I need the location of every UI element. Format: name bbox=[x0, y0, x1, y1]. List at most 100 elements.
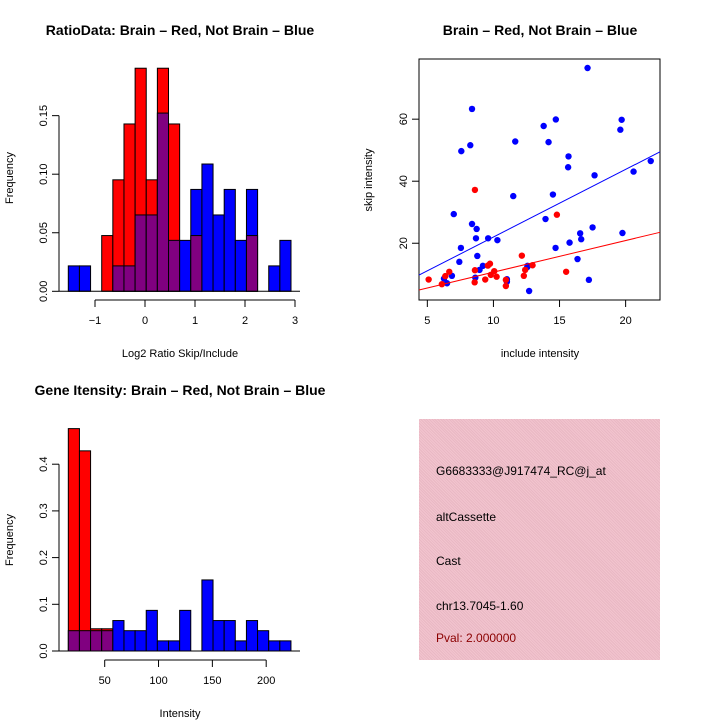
scatter-x-tick-label: 20 bbox=[620, 315, 632, 327]
scatter-point-not-brain bbox=[630, 168, 637, 175]
intensity-hist-bar-not-brain bbox=[145, 609, 158, 652]
scatter-ylabel: skip intensity bbox=[363, 148, 375, 211]
ratio-hist-bar-not-brain bbox=[223, 188, 236, 292]
scatter-point-brain bbox=[520, 272, 528, 280]
ratio-hist-xlabel: Log2 Ratio Skip/Include bbox=[122, 348, 238, 360]
intensity-hist-bar-not-brain bbox=[223, 620, 236, 652]
scatter-point-not-brain bbox=[510, 192, 517, 200]
scatter-point-not-brain bbox=[468, 105, 476, 113]
scatter-y-tick-label: 60 bbox=[398, 113, 410, 125]
scatter-point-not-brain bbox=[578, 236, 585, 243]
probe-id: G6683333@J917474_RC@j_at bbox=[436, 464, 606, 478]
ratio-hist-bar-overlap bbox=[245, 235, 259, 292]
ratio-hist-bar-overlap bbox=[156, 112, 170, 292]
scatter-point-brain bbox=[446, 268, 453, 275]
scatter-point-brain bbox=[518, 252, 526, 259]
scatter-point-not-brain bbox=[574, 255, 581, 263]
intensity-hist-bar-brain bbox=[67, 428, 80, 652]
event-class: Cast bbox=[436, 554, 461, 568]
scatter-plot-box bbox=[418, 58, 661, 301]
intensity-hist-bar-overlap bbox=[101, 630, 114, 652]
intensity-hist-xlabel: Intensity bbox=[160, 708, 201, 720]
scatter-point-not-brain bbox=[618, 116, 625, 123]
intensity-hist-y-tick-label: 0.3 bbox=[38, 503, 50, 518]
intensity-hist-bar-not-brain bbox=[112, 620, 125, 652]
intensity-hist-bar-not-brain bbox=[179, 609, 192, 652]
intensity-hist-ylabel: Frequency bbox=[4, 514, 16, 566]
scatter-title: Brain – Red, Not Brain – Blue bbox=[443, 22, 638, 38]
scatter-point-brain bbox=[493, 273, 500, 280]
scatter-point-not-brain bbox=[450, 210, 457, 218]
scatter-point-not-brain bbox=[456, 258, 463, 266]
intensity-hist-bar-not-brain bbox=[201, 579, 214, 652]
scatter-point-not-brain bbox=[576, 230, 584, 237]
scatter-x-tick-label: 5 bbox=[424, 315, 430, 327]
ratio-hist-bar-overlap bbox=[190, 235, 203, 292]
event-type: altCassette bbox=[436, 510, 497, 524]
scatter-point-not-brain bbox=[545, 138, 552, 146]
scatter-point-not-brain bbox=[468, 220, 476, 228]
intensity-hist-bar-not-brain bbox=[257, 630, 270, 652]
regression-line-brain bbox=[418, 231, 661, 291]
ratio-hist-x-tick-label: 1 bbox=[192, 315, 198, 327]
ratio-hist-y-tick-label: 0.10 bbox=[38, 163, 50, 184]
scatter-point-brain bbox=[484, 262, 492, 269]
intensity-hist-x-tick-label: 100 bbox=[149, 675, 167, 687]
scatter-point-not-brain bbox=[566, 239, 573, 246]
intensity-hist-bar-not-brain bbox=[156, 640, 169, 652]
scatter-point-not-brain bbox=[549, 191, 557, 198]
ratio-hist-title: RatioData: Brain – Red, Not Brain – Blue bbox=[46, 22, 315, 38]
ratio-hist-bar-overlap bbox=[134, 214, 147, 292]
scatter-x-tick-label: 15 bbox=[553, 315, 565, 327]
scatter-point-brain bbox=[502, 276, 510, 284]
scatter-point-brain bbox=[471, 186, 479, 194]
ratio-hist-bar-overlap bbox=[168, 239, 181, 292]
intensity-hist-bar-not-brain bbox=[268, 640, 281, 652]
scatter-point-not-brain bbox=[564, 164, 572, 171]
info-panel: G6683333@J917474_RC@j_at altCassette Cas… bbox=[419, 419, 660, 660]
scatter-point-not-brain bbox=[565, 153, 572, 160]
ratio-hist-x-tick-label: 3 bbox=[292, 315, 298, 327]
scatter-point-brain bbox=[562, 268, 570, 275]
intensity-hist-y-tick-label: 0.4 bbox=[38, 457, 50, 472]
ratio-hist-bar-overlap bbox=[112, 265, 125, 292]
ratio-hist-y-tick-label: 0.15 bbox=[38, 105, 50, 126]
scatter-point-not-brain bbox=[458, 147, 465, 155]
scatter-point-brain bbox=[442, 272, 449, 280]
ratio-hist-bar-not-brain bbox=[268, 265, 281, 292]
genomic-location: chr13.7045-1.60 bbox=[436, 599, 524, 613]
ratio-hist-x-tick-label: 2 bbox=[242, 315, 248, 327]
ratio-hist-bar-brain bbox=[101, 235, 114, 292]
scatter-x-tick-label: 10 bbox=[487, 315, 499, 327]
scatter-point-not-brain bbox=[647, 157, 654, 165]
scatter-point-not-brain bbox=[585, 276, 593, 284]
ratio-hist-bar-not-brain bbox=[179, 239, 192, 292]
scatter-point-not-brain bbox=[584, 64, 591, 72]
intensity-hist-bar-overlap bbox=[90, 630, 103, 652]
intensity-hist-bar-not-brain bbox=[279, 640, 292, 652]
scatter-point-brain bbox=[471, 267, 479, 274]
scatter-point-brain bbox=[425, 276, 432, 283]
scatter-y-tick-label: 40 bbox=[398, 175, 410, 187]
scatter-point-not-brain bbox=[494, 236, 501, 244]
intensity-hist-bar-overlap bbox=[78, 630, 92, 652]
scatter-point-not-brain bbox=[525, 287, 533, 295]
scatter-point-not-brain bbox=[512, 138, 519, 145]
scatter-point-brain bbox=[471, 279, 478, 286]
scatter-point-not-brain bbox=[540, 122, 547, 130]
scatter-point-not-brain bbox=[542, 215, 549, 223]
scatter-point-brain bbox=[502, 282, 510, 290]
ratio-hist-bar-not-brain bbox=[201, 163, 214, 292]
ratio-hist-ylabel: Frequency bbox=[4, 152, 16, 204]
scatter-point-not-brain bbox=[619, 229, 626, 237]
scatter-point-not-brain bbox=[474, 252, 481, 260]
ratio-hist-x-tick-label: 0 bbox=[142, 315, 148, 327]
intensity-hist-y-tick-label: 0.2 bbox=[38, 550, 50, 565]
ratio-hist-x-tick-label: −1 bbox=[89, 315, 102, 327]
intensity-hist-bar-not-brain bbox=[245, 620, 259, 652]
ratio-hist-bar-not-brain bbox=[78, 265, 92, 292]
intensity-hist-bar-not-brain bbox=[134, 630, 147, 652]
scatter-point-not-brain bbox=[552, 116, 560, 123]
